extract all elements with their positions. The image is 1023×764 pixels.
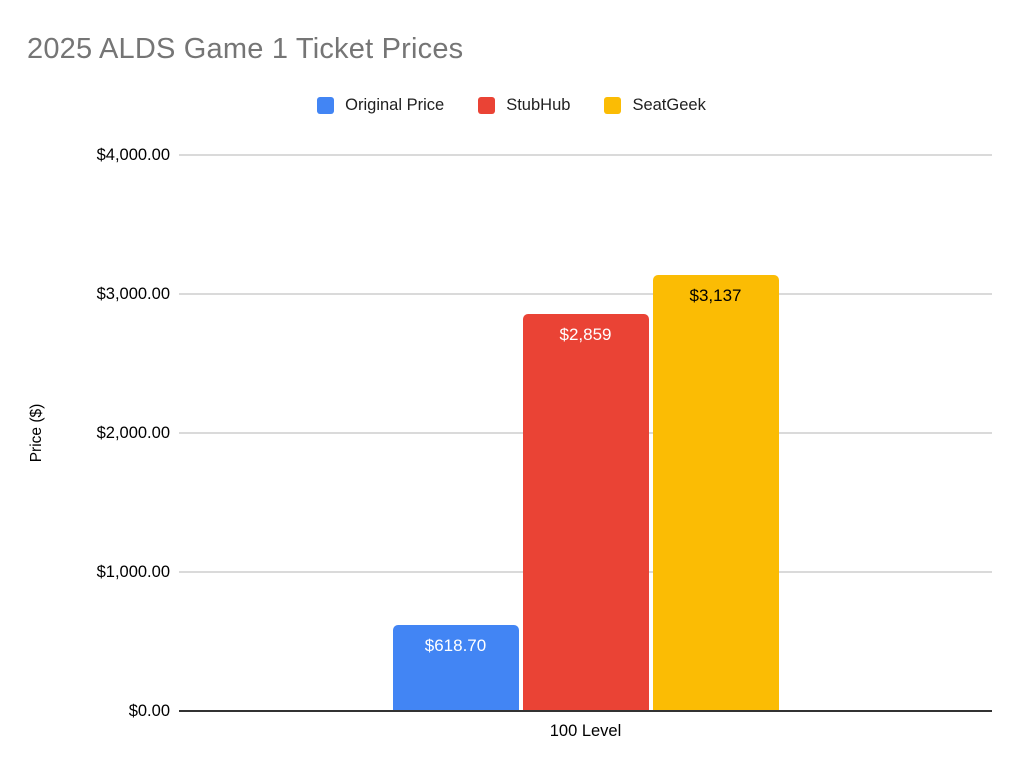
legend-label: StubHub bbox=[506, 96, 571, 114]
legend-swatch-original-price bbox=[317, 97, 335, 114]
x-axis-category-label: 100 Level bbox=[549, 722, 622, 740]
legend-swatch-seatgeek bbox=[604, 97, 622, 114]
y-axis-tick-label: $2,000.00 bbox=[96, 424, 170, 442]
legend-item-seatgeek: SeatGeek bbox=[604, 96, 706, 115]
bar-stubhub: $2,859 bbox=[522, 313, 649, 711]
y-axis-tick-label: $0.00 bbox=[128, 702, 170, 720]
x-axis-line bbox=[179, 710, 992, 712]
legend-item-original-price: Original Price bbox=[317, 96, 444, 115]
legend-item-stubhub: StubHub bbox=[478, 96, 570, 115]
chart-title: 2025 ALDS Game 1 Ticket Prices bbox=[27, 33, 464, 65]
y-axis-tick-label: $3,000.00 bbox=[96, 285, 170, 303]
bar-value-label: $618.70 bbox=[424, 636, 487, 655]
y-axis-tick-label: $4,000.00 bbox=[96, 146, 170, 164]
bar-value-label: $3,137 bbox=[689, 285, 742, 305]
bar-original-price: $618.70 bbox=[392, 625, 519, 711]
gridline bbox=[179, 293, 992, 295]
chart-legend: Original Price StubHub SeatGeek bbox=[0, 96, 1023, 115]
legend-label: Original Price bbox=[345, 96, 445, 114]
gridline bbox=[179, 154, 992, 156]
bar-seatgeek: $3,137 bbox=[652, 274, 779, 711]
bar-value-label: $2,859 bbox=[559, 324, 612, 344]
y-axis-tick-label: $1,000.00 bbox=[96, 563, 170, 581]
legend-swatch-stubhub bbox=[478, 97, 496, 114]
legend-label: SeatGeek bbox=[632, 96, 706, 114]
